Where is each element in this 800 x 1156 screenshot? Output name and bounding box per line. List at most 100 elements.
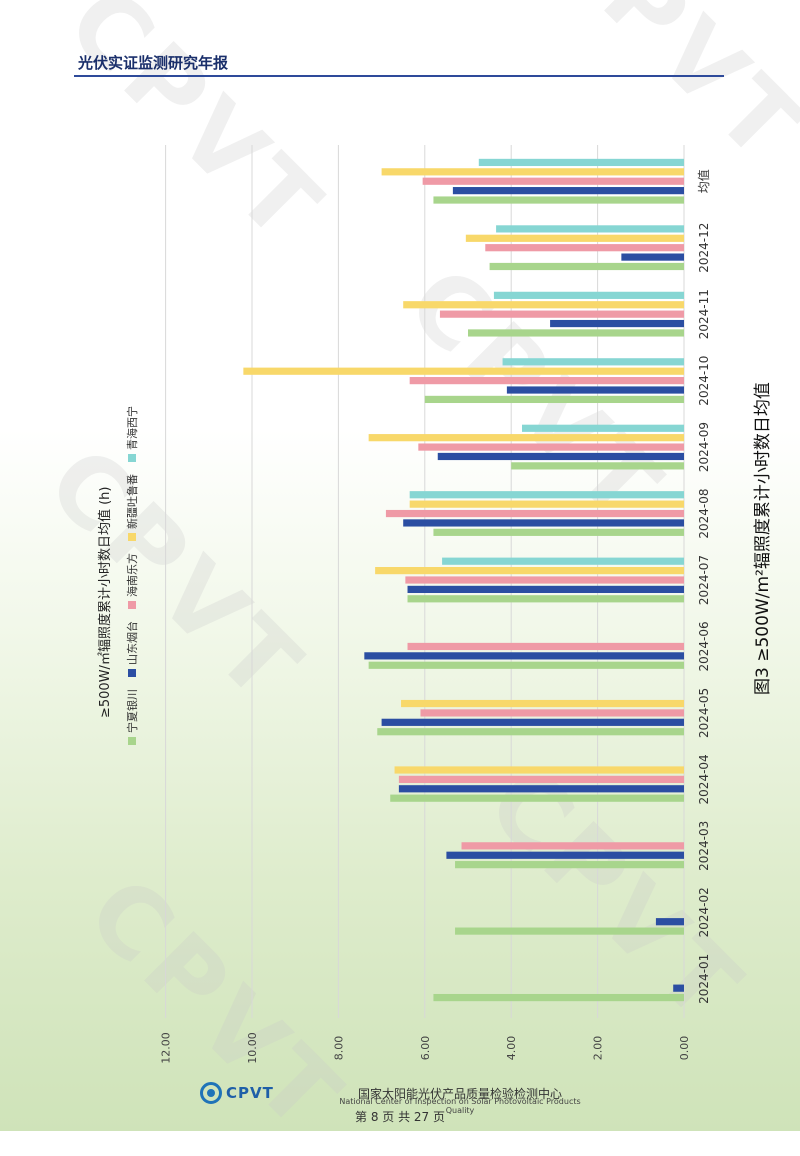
legend-swatch xyxy=(128,533,136,541)
chart-subtitle: ≥500W/㎡辐照度累计小时数日均值 (h) xyxy=(98,486,113,718)
cpvt-logo-icon xyxy=(200,1082,222,1104)
legend-label: 山东烟台 xyxy=(126,621,139,665)
chart-title: 图3 ≥500W/m²辐照度累计小时数日均值 xyxy=(753,382,773,695)
legend-swatch xyxy=(128,737,136,745)
bar xyxy=(377,728,684,736)
footer-org-en: National Center of Inspection on Solar P… xyxy=(339,1097,581,1115)
category-label: 2024-05 xyxy=(697,688,711,738)
bar xyxy=(368,661,684,669)
bar xyxy=(655,918,684,926)
legend-item: 海南乐方 xyxy=(124,553,140,609)
footer-org-cn: 国家太阳能光伏产品质量检验检测中心 xyxy=(357,1087,562,1101)
bar xyxy=(433,993,684,1002)
bar xyxy=(364,652,684,660)
bar xyxy=(489,262,684,271)
bar xyxy=(502,358,684,366)
bar xyxy=(478,158,684,167)
category-label: 2024-10 xyxy=(697,356,711,406)
bar xyxy=(243,367,685,375)
tick-label: 8.00 xyxy=(332,1036,345,1061)
bar xyxy=(455,927,684,935)
chart-legend: 宁夏银川 山东烟台 海南乐方 新疆吐鲁番 青海西宁 xyxy=(124,394,140,745)
tick-label: 2.00 xyxy=(592,1036,605,1061)
bar xyxy=(409,500,684,508)
bar xyxy=(401,699,684,708)
bar xyxy=(398,785,684,793)
bar xyxy=(452,187,684,195)
bar xyxy=(422,177,684,185)
logo-text: CPVT xyxy=(226,1084,274,1102)
legend-swatch xyxy=(128,454,136,462)
tick-label: 0.00 xyxy=(678,1036,691,1061)
bar xyxy=(433,196,684,204)
bar xyxy=(442,557,684,565)
legend-swatch xyxy=(128,669,136,677)
bar xyxy=(673,984,684,992)
bar xyxy=(506,386,684,394)
bar-chart: 0.00 2.00 4.00 6.00 8.00 10.00 12.00 2024-01 202… xyxy=(160,145,711,1064)
category-label: 2024-03 xyxy=(697,821,711,871)
legend-item: 新疆吐鲁番 xyxy=(124,474,140,541)
bar xyxy=(407,595,684,603)
bar xyxy=(446,851,684,859)
bar xyxy=(485,244,684,252)
legend-label: 宁夏银川 xyxy=(126,689,139,733)
bar xyxy=(390,794,684,802)
tick-label: 10.00 xyxy=(246,1032,259,1064)
category-label: 2024-06 xyxy=(697,621,711,671)
tick-label: 6.00 xyxy=(419,1036,432,1061)
bar xyxy=(465,234,684,242)
bar xyxy=(385,509,684,518)
category-label: 2024-12 xyxy=(697,223,711,273)
page-number: 第 8 页 共 27 页 xyxy=(355,1110,445,1124)
bar xyxy=(409,377,684,385)
legend-swatch xyxy=(128,601,136,609)
bar xyxy=(403,301,684,309)
category-label: 2024-01 xyxy=(697,954,711,1004)
legend-item: 山东烟台 xyxy=(124,621,140,677)
bar xyxy=(418,443,684,451)
bar xyxy=(455,861,684,869)
bar xyxy=(424,395,684,404)
tick-label: 4.00 xyxy=(505,1036,518,1061)
legend-label: 青海西宁 xyxy=(126,406,139,450)
bar xyxy=(407,585,684,593)
category-label: 2024-09 xyxy=(697,422,711,472)
legend-label: 海南乐方 xyxy=(126,553,139,597)
bar xyxy=(394,766,684,774)
bar xyxy=(409,491,684,499)
bar xyxy=(493,291,684,299)
bar xyxy=(381,718,684,726)
bar xyxy=(375,567,684,575)
bar xyxy=(496,225,684,233)
report-header-title: 光伏实证监测研究年报 xyxy=(78,54,229,72)
header-divider xyxy=(74,75,724,77)
category-label: 均值 xyxy=(696,169,711,193)
bar xyxy=(461,842,684,850)
bar xyxy=(398,775,684,783)
legend-item: 宁夏银川 xyxy=(124,689,140,745)
bar xyxy=(407,642,684,651)
tick-label: 12.00 xyxy=(160,1032,173,1064)
bar xyxy=(437,452,684,461)
bar xyxy=(433,528,684,536)
category-label: 2024-04 xyxy=(697,754,711,804)
bar xyxy=(550,319,684,328)
bar xyxy=(522,424,684,432)
legend-label: 新疆吐鲁番 xyxy=(126,474,139,529)
footer-logo: CPVT xyxy=(200,1082,274,1104)
legend-item: 青海西宁 xyxy=(124,406,140,462)
bar xyxy=(405,576,684,584)
category-label: 2024-07 xyxy=(697,555,711,605)
bar xyxy=(621,253,684,261)
category-label: 2024-08 xyxy=(697,488,711,538)
category-label: 2024-11 xyxy=(697,289,711,339)
bar xyxy=(439,310,684,318)
bar xyxy=(468,329,684,337)
bar xyxy=(511,462,684,470)
bar xyxy=(403,519,684,527)
bar xyxy=(420,709,684,717)
bar xyxy=(368,434,684,442)
bar xyxy=(381,168,684,176)
category-label: 2024-02 xyxy=(697,887,711,937)
